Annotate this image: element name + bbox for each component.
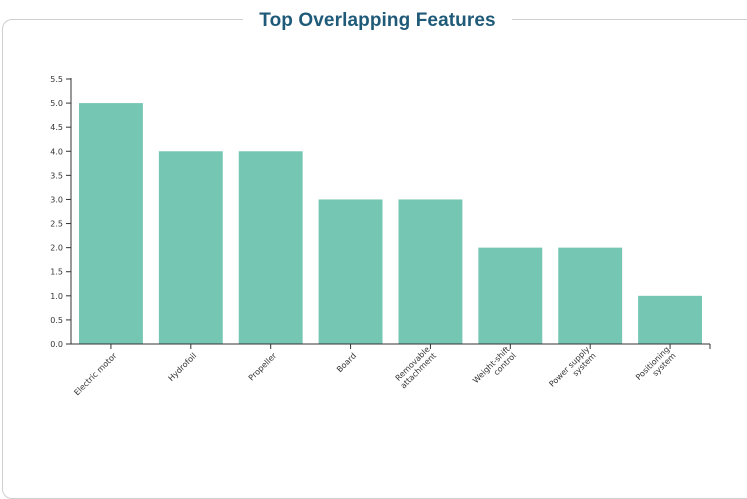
x-axis: Electric motor Hydrofoil Propeller Board Rem… (71, 343, 711, 398)
x-tick-label-line: Electric motor (72, 351, 119, 398)
y-tick-label: 5.0 (50, 99, 63, 108)
y-tick-label: 2.5 (50, 220, 63, 229)
y-tick-label: 3.5 (50, 171, 63, 180)
bar (78, 103, 143, 344)
y-tick-label: 1.5 (50, 268, 63, 277)
x-tick-label: Board (335, 351, 358, 374)
bar (158, 151, 223, 344)
y-tick-label: 4.5 (50, 123, 63, 132)
y-tick-label: 4.0 (50, 147, 63, 156)
y-tick-label: 2.0 (50, 244, 63, 253)
y-tick-label: 1.0 (50, 292, 63, 301)
bars (78, 103, 703, 344)
y-tick-label: 0.5 (50, 316, 63, 325)
bar-chart: 0.0 0.5 1.0 1.5 2.0 2.5 3.0 3.5 4.0 4.5 5.0 5.5 Ele… (50, 75, 711, 398)
y-tick-label: 0.0 (50, 340, 63, 349)
y-axis: 0.0 0.5 1.0 1.5 2.0 2.5 3.0 3.5 4.0 4.5 5.0 5.5 (50, 75, 72, 349)
chart-title-wrap: Top Overlapping Features (0, 4, 747, 38)
chart-title: Top Overlapping Features (243, 10, 512, 32)
bar (398, 199, 463, 344)
bar (558, 247, 623, 344)
bar (478, 247, 543, 344)
y-tick-label: 3.0 (50, 195, 63, 204)
x-tick-label: Propeller (247, 351, 279, 383)
x-tick-label-line: Board (335, 351, 358, 374)
x-tick-label-line: Propeller (247, 351, 279, 383)
x-tick-label-line: Hydrofoil (167, 351, 199, 383)
y-tick-label: 5.5 (50, 75, 63, 84)
bar (238, 151, 303, 344)
bar (638, 295, 703, 344)
bar (318, 199, 383, 344)
x-tick-label: Electric motor (72, 351, 119, 398)
x-tick-label: Hydrofoil (167, 351, 199, 383)
